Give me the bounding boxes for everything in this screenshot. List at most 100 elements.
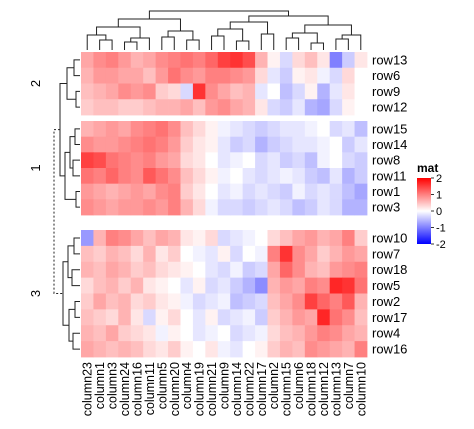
heatmap-cell: [292, 183, 306, 200]
heatmap-cell: [205, 83, 219, 100]
heatmap-cell: [267, 277, 281, 294]
heatmap-cell: [143, 277, 157, 294]
heatmap-cell: [230, 199, 244, 216]
heatmap-cell: [317, 309, 331, 326]
row-label: row10: [372, 230, 407, 245]
heatmap-cell: [354, 121, 368, 138]
heatmap-cell: [143, 245, 157, 263]
heatmap-cell: [342, 341, 355, 358]
heatmap-cell: [242, 309, 256, 326]
heatmap-cell: [118, 152, 132, 169]
heatmap-cell: [155, 277, 169, 294]
heatmap-cell: [105, 230, 119, 247]
heatmap-cell: [230, 152, 244, 169]
heatmap-cell: [267, 83, 281, 100]
heatmap-cell: [217, 325, 231, 342]
heatmap-cell: [304, 245, 318, 263]
heatmap-cell: [279, 99, 293, 116]
heatmap-cell: [279, 152, 293, 169]
heatmap-cell: [304, 121, 318, 138]
heatmap-cell: [230, 341, 244, 358]
heatmap-cell: [304, 277, 318, 294]
heatmap-cell: [155, 261, 169, 279]
heatmap-cell: [217, 152, 231, 169]
heatmap-cell: [292, 99, 306, 116]
heatmap-cell: [93, 261, 107, 279]
column-label: column15: [280, 362, 294, 416]
column-label: column11: [143, 362, 157, 415]
heatmap-cell: [230, 309, 244, 326]
column-dendrogram-branch: [310, 42, 324, 50]
heatmap-cell: [180, 136, 194, 153]
heatmap-cell: [342, 325, 355, 342]
heatmap-cell: [342, 199, 355, 216]
heatmap-cell: [205, 261, 219, 279]
heatmap-cell: [81, 67, 94, 84]
heatmap-cell: [242, 230, 256, 247]
heatmap-cell: [155, 325, 169, 342]
heatmap-cell: [168, 325, 181, 342]
heatmap-cell: [93, 121, 107, 138]
heatmap-cell: [205, 293, 219, 310]
heatmap-cell: [143, 325, 157, 342]
heatmap-cell: [354, 261, 368, 279]
heatmap-cell: [242, 277, 256, 294]
heatmap-cell: [118, 168, 132, 185]
heatmap-cell: [130, 83, 144, 100]
heatmap-cell: [168, 136, 181, 153]
heatmap-cell: [93, 99, 107, 116]
heatmap-cell: [329, 293, 343, 310]
heatmap-cell: [317, 168, 331, 185]
heatmap-cell: [304, 152, 318, 169]
heatmap-cell: [255, 293, 268, 310]
legend-title: mat: [417, 161, 438, 175]
heatmap-cell: [354, 245, 368, 263]
heatmap-cell: [192, 121, 206, 138]
heatmap-cell: [180, 325, 194, 342]
heatmap-cell: [168, 183, 181, 200]
heatmap-cell: [217, 67, 231, 84]
heatmap-cell: [192, 99, 206, 116]
heatmap-cell: [267, 52, 281, 69]
heatmap-cell: [279, 325, 293, 342]
heatmap-cell: [292, 325, 306, 342]
row-label: row13: [372, 52, 407, 67]
heatmap-cell: [93, 168, 107, 185]
heatmap-cell: [180, 245, 194, 263]
heatmap-cell: [242, 293, 256, 310]
heatmap-cell: [317, 325, 331, 342]
row-label: row12: [372, 100, 407, 115]
heatmap-cell: [155, 83, 169, 100]
heatmap-cell: [292, 136, 306, 153]
column-label: column5: [155, 362, 169, 409]
heatmap-cell: [168, 83, 181, 100]
heatmap-cell: [118, 230, 132, 247]
heatmap-cell: [304, 183, 318, 200]
heatmap-cell: [168, 293, 181, 310]
heatmap-cell: [230, 52, 244, 69]
heatmap-cell: [230, 168, 244, 185]
heatmap-cell: [329, 136, 343, 153]
heatmap-cell: [292, 121, 306, 138]
heatmap-cell: [205, 341, 219, 358]
heatmap-cell: [105, 309, 119, 326]
row-dendrogram-branch: [68, 308, 75, 342]
heatmap-cell: [118, 293, 132, 310]
heatmap-cell: [168, 199, 181, 216]
heatmap-cell: [205, 277, 219, 294]
heatmap-cell: [118, 199, 132, 216]
heatmap-cell: [180, 183, 194, 200]
heatmap-cell: [279, 67, 293, 84]
heatmap-cell: [242, 199, 256, 216]
heatmap-cell: [93, 293, 107, 310]
heatmap-cell: [143, 136, 157, 153]
column-label: column4: [180, 362, 194, 409]
heatmap-cell: [192, 325, 206, 342]
column-dendrogram-branch: [99, 39, 113, 50]
heatmap-cell: [93, 325, 107, 342]
heatmap-cell: [255, 199, 268, 216]
heatmap-cell: [267, 121, 281, 138]
heatmap-cell: [255, 261, 268, 279]
heatmap-cell: [317, 121, 331, 138]
heatmap-cell: [242, 121, 256, 138]
